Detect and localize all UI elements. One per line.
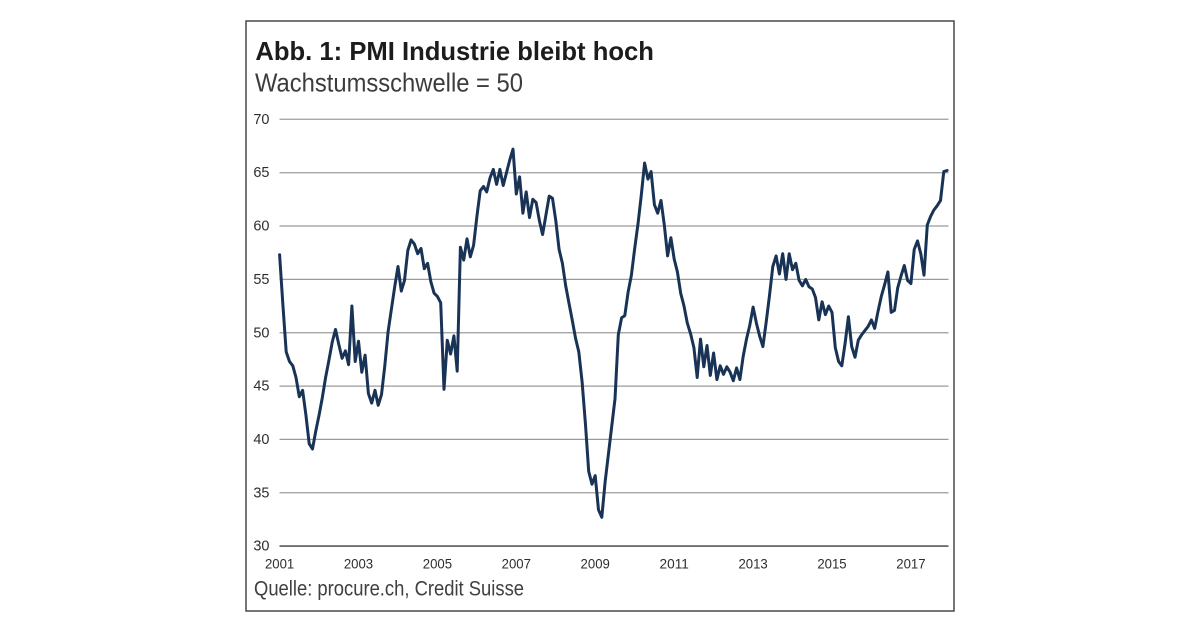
svg-text:55: 55 bbox=[253, 272, 269, 288]
svg-text:2009: 2009 bbox=[581, 556, 610, 572]
svg-text:2007: 2007 bbox=[502, 556, 531, 572]
svg-text:2001: 2001 bbox=[265, 556, 294, 572]
svg-text:2017: 2017 bbox=[896, 556, 925, 572]
svg-text:50: 50 bbox=[253, 325, 269, 341]
svg-text:40: 40 bbox=[253, 432, 269, 448]
svg-text:35: 35 bbox=[253, 485, 269, 501]
svg-text:30: 30 bbox=[253, 539, 269, 555]
svg-text:Quelle: procure.ch, Credit Sui: Quelle: procure.ch, Credit Suisse bbox=[254, 578, 524, 601]
svg-text:2005: 2005 bbox=[423, 556, 452, 572]
svg-text:2015: 2015 bbox=[817, 556, 846, 572]
svg-text:45: 45 bbox=[253, 379, 269, 395]
svg-text:Abb. 1: PMI Industrie bleibt h: Abb. 1: PMI Industrie bleibt hoch bbox=[255, 36, 654, 66]
svg-text:Wachstumsschwelle = 50: Wachstumsschwelle = 50 bbox=[255, 68, 523, 98]
svg-text:2003: 2003 bbox=[344, 556, 373, 572]
svg-text:70: 70 bbox=[253, 112, 269, 128]
svg-text:60: 60 bbox=[253, 219, 269, 235]
svg-text:2013: 2013 bbox=[738, 556, 767, 572]
svg-text:65: 65 bbox=[253, 165, 269, 181]
svg-text:2011: 2011 bbox=[660, 556, 690, 572]
